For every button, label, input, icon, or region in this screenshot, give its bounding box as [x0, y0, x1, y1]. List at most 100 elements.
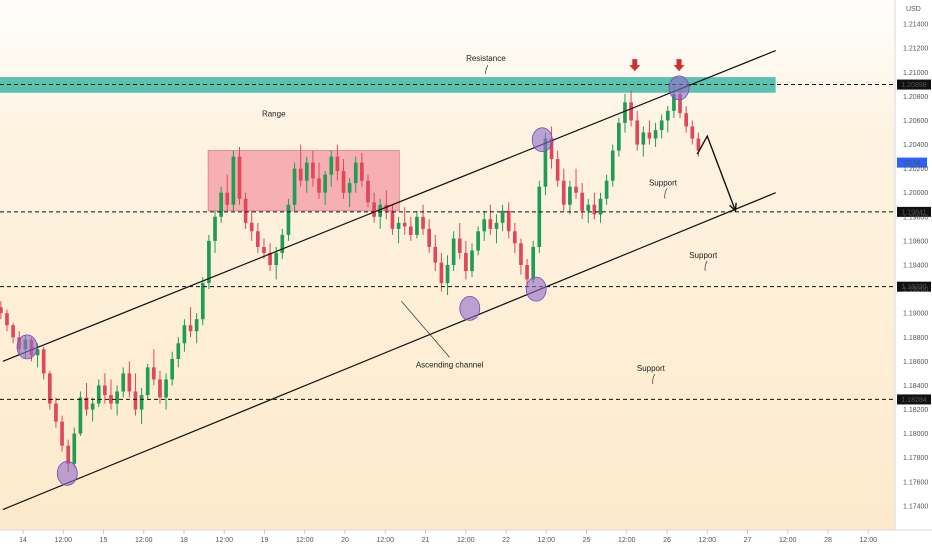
candle-body	[580, 192, 584, 211]
channel-upper-line	[2, 50, 776, 362]
candle-body	[506, 210, 511, 232]
time-axis[interactable]: 14 12:00 15 12:00 18 12:00 19 12:00 20 12:00 21 12:…	[19, 530, 877, 544]
current-price-tag-label: 23:54	[903, 160, 921, 167]
price-tick-label: 1.18000	[903, 431, 928, 438]
time-tick-label: 12:00	[698, 537, 716, 544]
time-tick-label: 22	[502, 537, 510, 544]
candle-body	[286, 204, 291, 235]
current-price-tag	[897, 157, 927, 168]
candle-body	[200, 283, 205, 320]
candle-body	[78, 397, 83, 434]
touch-point-marker	[668, 75, 690, 101]
price-tick-label: 1.18800	[903, 335, 928, 342]
candle-body	[672, 93, 676, 111]
time-tick-label: 14	[19, 537, 27, 544]
time-tick-label: 27	[744, 537, 752, 544]
candle-body	[665, 110, 670, 121]
candle-body	[457, 238, 462, 253]
candle-body	[182, 325, 187, 344]
projection-path	[696, 134, 737, 212]
candle-body	[629, 102, 633, 121]
candle-body	[470, 250, 474, 272]
candle-body	[421, 216, 425, 229]
touch-point-marker	[531, 127, 553, 153]
time-tick-label: 20	[341, 537, 349, 544]
price-axis[interactable]: 1.21400 1.21200 1.21000 1.20800 1.20600 1.204…	[903, 22, 928, 511]
candle-body	[225, 192, 230, 205]
candle-body	[476, 231, 480, 251]
candle-body	[592, 204, 597, 215]
candle-body	[188, 325, 193, 332]
candle-body	[537, 186, 542, 247]
candle-body	[298, 168, 303, 181]
candle-body	[390, 210, 395, 229]
candle-body	[408, 226, 413, 235]
time-tick-label: 28	[824, 537, 832, 544]
candle-body	[623, 102, 627, 123]
price-level-tag	[897, 79, 931, 90]
candle-body	[360, 162, 364, 181]
time-tick-label: 12:00	[779, 537, 797, 544]
price-tick-label: 1.21200	[903, 46, 928, 53]
time-tick-label: 12:00	[457, 537, 475, 544]
candle-body	[103, 385, 107, 396]
candle-body	[256, 231, 260, 247]
annotations-layer: Ascending channel Support Support Support	[2, 50, 776, 511]
support-label: Support	[637, 364, 666, 373]
touch-point-marker	[16, 334, 38, 360]
candle-body	[304, 162, 309, 181]
price-level-tag-label: 1.20898	[901, 82, 926, 89]
candle-body	[372, 202, 376, 217]
candle-body	[145, 367, 150, 396]
candle-body	[396, 222, 401, 229]
candle-body	[164, 379, 168, 398]
channel-label: Ascending channel	[416, 360, 484, 369]
price-tick-label: 1.20800	[903, 94, 928, 101]
candle-body	[494, 222, 499, 229]
support-pointer	[704, 260, 708, 271]
candle-body	[90, 403, 95, 410]
candle-body	[378, 204, 383, 217]
price-tick-label: 1.19600	[903, 238, 928, 245]
candle-body	[115, 391, 119, 404]
candle-body	[11, 325, 15, 338]
touch-point-marker	[459, 295, 481, 321]
candle-body	[274, 252, 279, 265]
candle-body	[262, 246, 266, 253]
candle-body	[72, 433, 77, 464]
candle-body	[433, 246, 438, 263]
candle-body	[500, 210, 505, 223]
candle-body	[451, 238, 456, 265]
candle-body	[512, 231, 517, 244]
time-tick-label: 21	[422, 537, 430, 544]
time-tick-label: 19	[261, 537, 269, 544]
candle-body	[249, 222, 254, 232]
candle-body	[690, 126, 695, 139]
candle-body	[268, 252, 272, 265]
candle-body	[243, 198, 248, 223]
price-level-tag-label: 1.19220	[901, 284, 926, 291]
time-tick-label: 12:00	[618, 537, 636, 544]
candle-body	[158, 379, 162, 398]
candle-body	[35, 349, 40, 356]
candle-body	[133, 391, 138, 410]
candle-body	[109, 395, 113, 404]
price-tick-label: 1.17400	[903, 503, 928, 510]
candle-body	[598, 198, 603, 215]
candle-body	[464, 252, 468, 272]
candle-body	[347, 183, 352, 193]
candle-body	[341, 171, 346, 193]
candle-body	[678, 93, 682, 114]
price-tick-label: 1.17800	[903, 455, 928, 462]
price-level-tag	[897, 394, 931, 405]
price-tick-label: 1.20400	[903, 142, 928, 149]
candle-body	[317, 178, 321, 193]
projection-arrowhead	[729, 202, 737, 213]
candle-body	[617, 122, 621, 151]
candle-body	[335, 156, 340, 172]
candle-body	[439, 262, 444, 284]
resistance-pointer	[485, 64, 489, 75]
price-tick-label: 1.20600	[903, 118, 928, 125]
